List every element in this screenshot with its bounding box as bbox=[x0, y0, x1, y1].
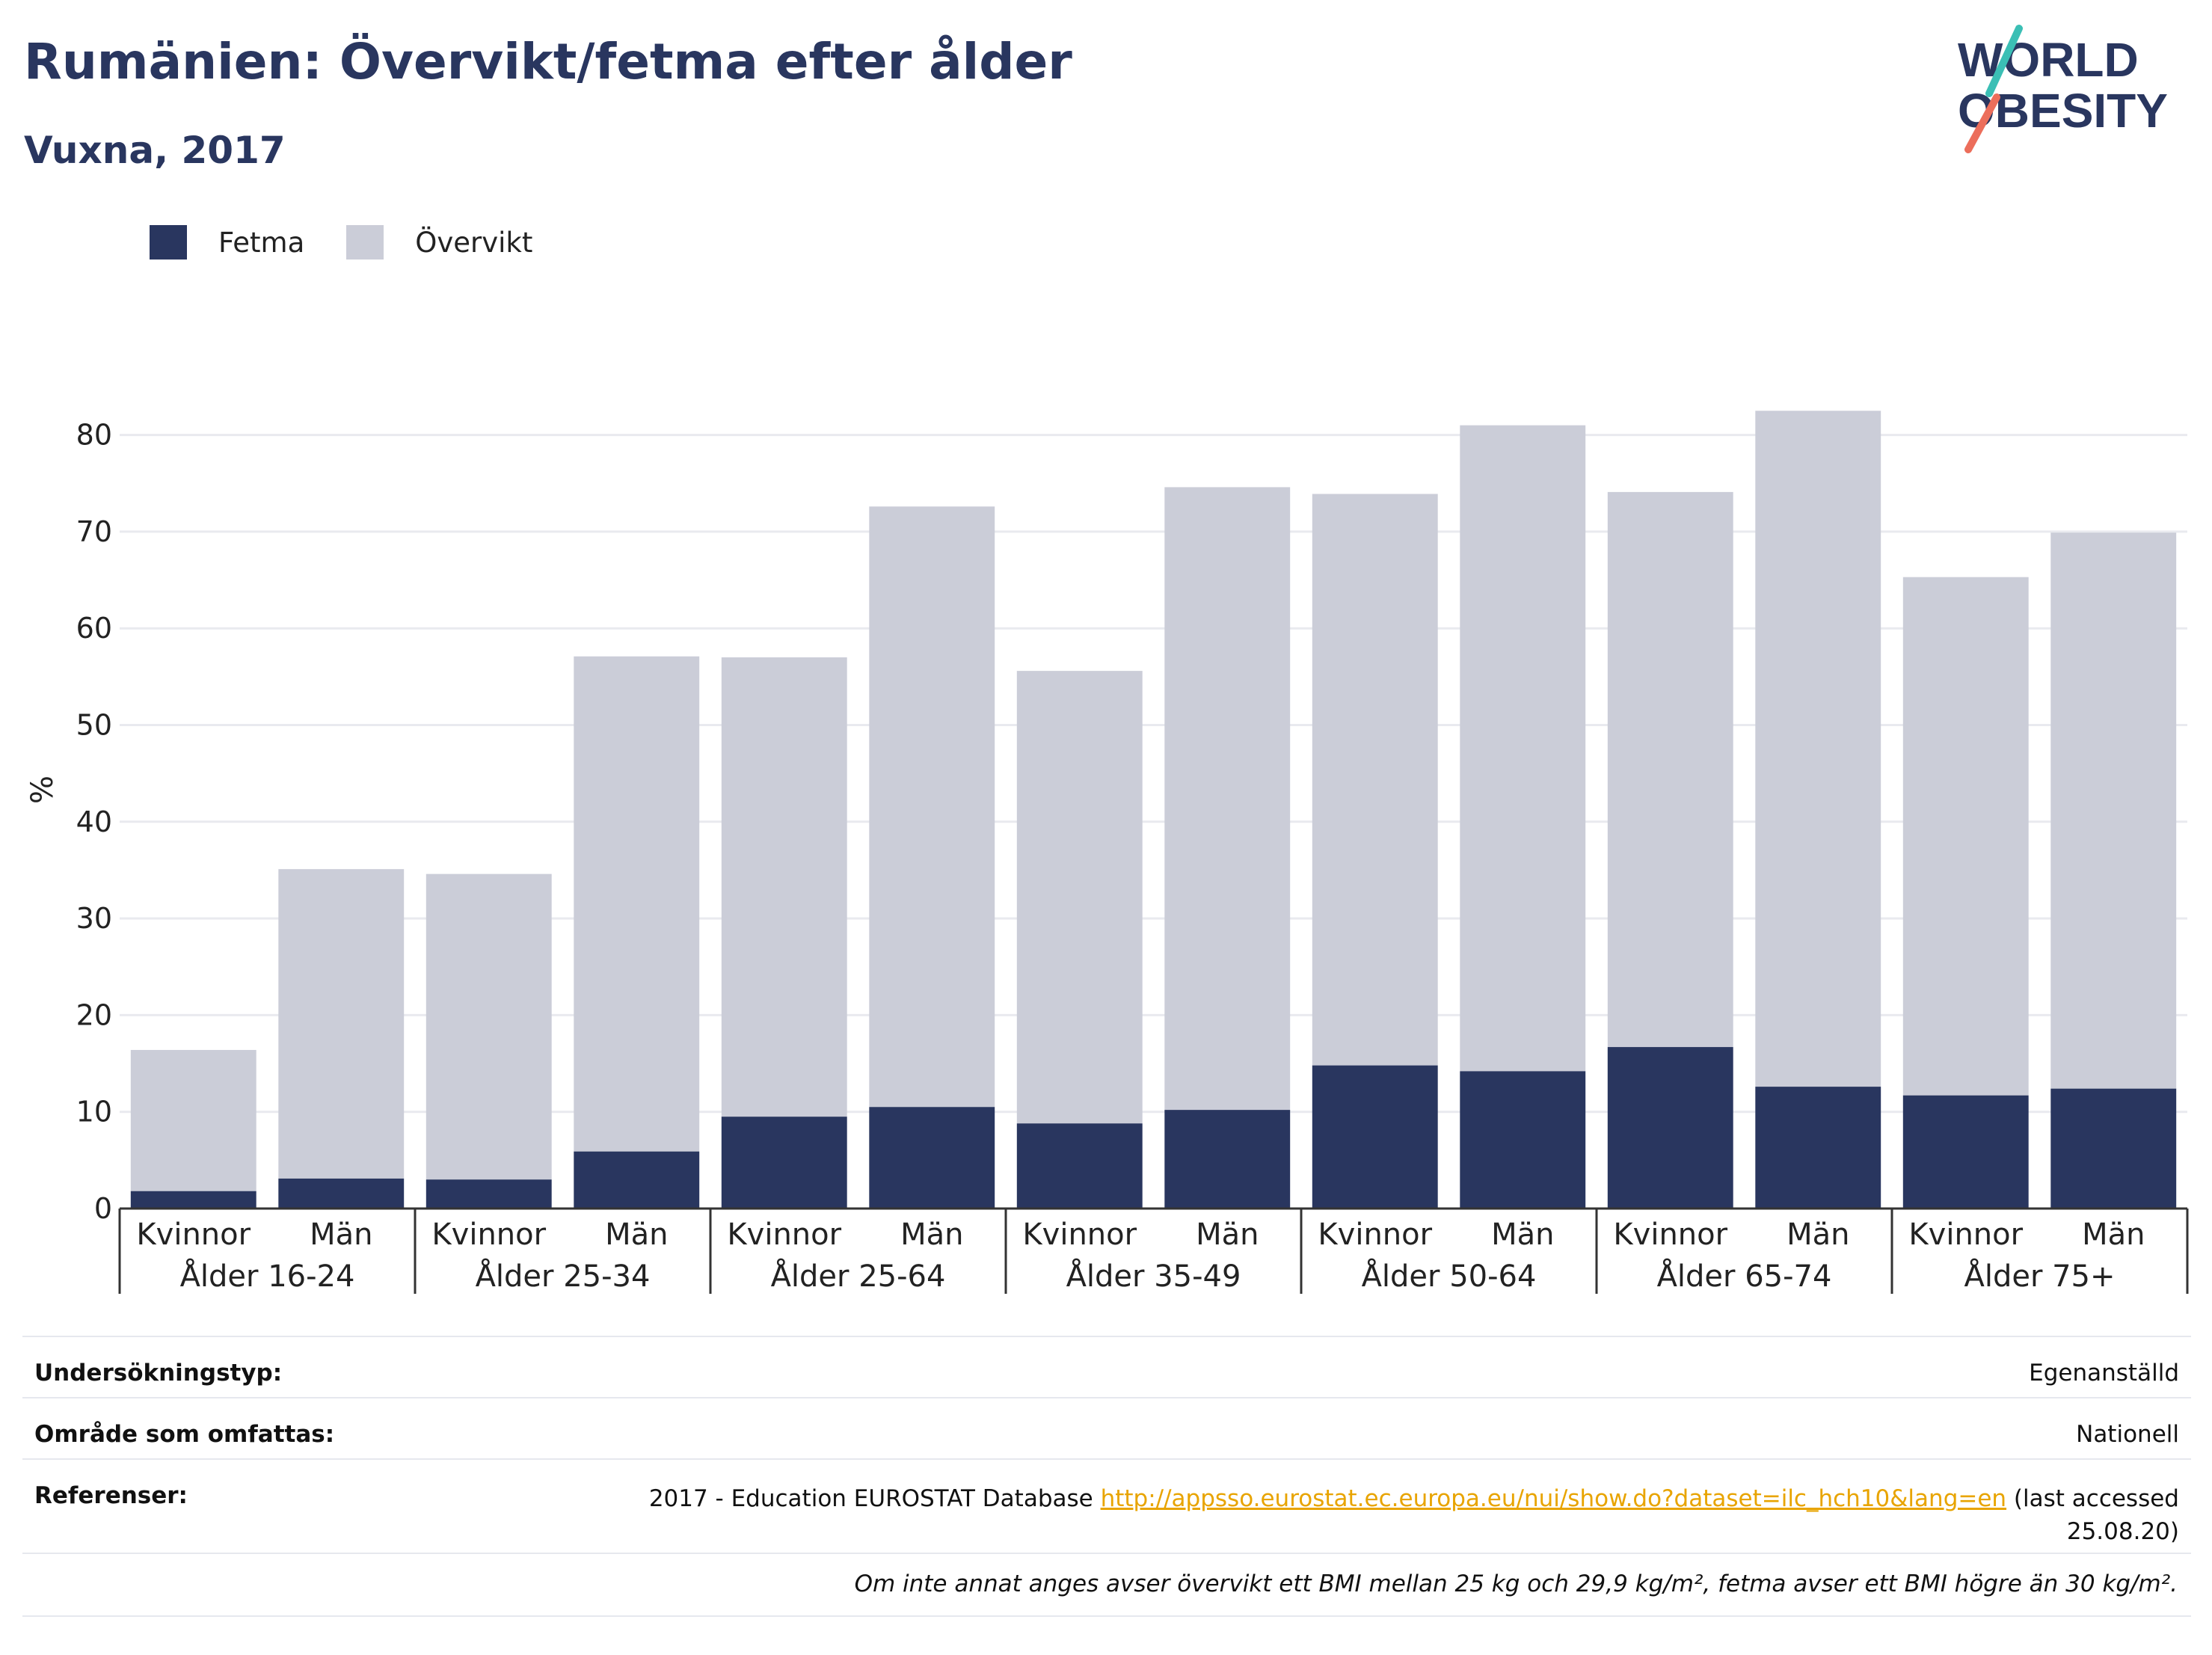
bar-fetma-7 bbox=[1164, 1110, 1291, 1209]
y-axis-label: % bbox=[25, 776, 60, 804]
logo-slash-teal bbox=[1985, 25, 2023, 97]
bar-fetma-0 bbox=[130, 1191, 256, 1209]
legend-item-overvikt: Övervikt bbox=[346, 225, 532, 260]
bar-fetma-11 bbox=[1755, 1087, 1881, 1209]
x-tick-label-8: Kvinnor bbox=[1318, 1218, 1432, 1252]
bar-overvikt-4 bbox=[721, 657, 847, 1117]
bar-overvikt-0 bbox=[130, 1049, 256, 1191]
bar-overvikt-8 bbox=[1312, 494, 1438, 1066]
group-label-0: Ålder 16-24 bbox=[180, 1258, 355, 1294]
x-tick-label-2: Kvinnor bbox=[431, 1218, 546, 1252]
legend-swatch-fetma bbox=[150, 225, 187, 260]
y-tick-label-30: 30 bbox=[76, 902, 112, 935]
bar-overvikt-11 bbox=[1755, 411, 1881, 1087]
group-label-1: Ålder 25-34 bbox=[476, 1258, 651, 1294]
chart-legend: Fetma Övervikt bbox=[150, 221, 574, 263]
references-date: 25.08.20) bbox=[2066, 1518, 2179, 1545]
info-row-area: Område som omfattas: Nationell bbox=[22, 1397, 2191, 1460]
group-label-3: Ålder 35-49 bbox=[1066, 1258, 1241, 1294]
bar-overvikt-5 bbox=[869, 506, 995, 1108]
x-tick-label-4: Kvinnor bbox=[727, 1218, 841, 1252]
legend-swatch-overvikt bbox=[346, 225, 384, 260]
x-tick-label-13: Män bbox=[2082, 1218, 2145, 1252]
legend-label-overvikt: Övervikt bbox=[415, 226, 533, 259]
bar-fetma-5 bbox=[869, 1107, 995, 1209]
references-suffix: (last accessed bbox=[2006, 1485, 2179, 1512]
group-label-4: Ålder 50-64 bbox=[1362, 1258, 1537, 1294]
bar-overvikt-13 bbox=[2050, 532, 2177, 1089]
info-row-survey: Undersökningstyp: Egenanställd bbox=[22, 1336, 2191, 1398]
y-tick-label-80: 80 bbox=[76, 419, 112, 452]
area-label: Område som omfattas: bbox=[34, 1421, 335, 1448]
x-tick-label-1: Män bbox=[310, 1218, 372, 1252]
logo-text-world: WORLD bbox=[1958, 33, 2139, 87]
bar-overvikt-9 bbox=[1460, 425, 1586, 1072]
info-divider bbox=[22, 1553, 2191, 1554]
world-obesity-logo: WORLD OBESITY bbox=[1958, 25, 2168, 153]
page-subtitle: Vuxna, 2017 bbox=[24, 129, 286, 172]
info-row-references: Referenser: 2017 - Education EUROSTAT Da… bbox=[22, 1458, 2191, 1554]
y-tick-label-20: 20 bbox=[76, 998, 112, 1031]
bmi-footnote: Om inte annat anges avser övervikt ett B… bbox=[854, 1570, 2178, 1597]
bar-fetma-12 bbox=[1902, 1095, 2029, 1209]
bar-fetma-2 bbox=[425, 1179, 552, 1209]
bar-chart: 0 10 20 30 40 50 60 70 80% Kvinnor Män Kvinnor Män Kv… bbox=[25, 411, 2189, 1294]
x-tick-label-3: Män bbox=[605, 1218, 668, 1252]
y-tick-label-10: 10 bbox=[76, 1096, 112, 1129]
references-prefix: 2017 - Education EUROSTAT Database bbox=[648, 1485, 1101, 1512]
bar-fetma-8 bbox=[1312, 1065, 1438, 1209]
x-tick-label-7: Män bbox=[1196, 1218, 1259, 1252]
bar-overvikt-3 bbox=[574, 656, 700, 1152]
y-tick-label-70: 70 bbox=[76, 515, 112, 548]
group-label-5: Ålder 65-74 bbox=[1657, 1258, 1832, 1294]
bottom-divider bbox=[22, 1615, 2191, 1617]
y-tick-label-50: 50 bbox=[76, 709, 112, 742]
survey-type-label: Undersökningstyp: bbox=[34, 1360, 283, 1387]
x-tick-label-12: Kvinnor bbox=[1908, 1218, 2023, 1252]
x-tick-label-11: Män bbox=[1787, 1218, 1849, 1252]
group-label-2: Ålder 25-64 bbox=[771, 1258, 946, 1294]
y-tick-label-0: 0 bbox=[94, 1192, 112, 1225]
x-tick-label-10: Kvinnor bbox=[1613, 1218, 1727, 1252]
references-link[interactable]: http://appsso.eurostat.ec.europa.eu/nui/… bbox=[1100, 1485, 2007, 1512]
bar-overvikt-12 bbox=[1902, 577, 2029, 1096]
y-tick-label-60: 60 bbox=[76, 612, 112, 645]
x-tick-label-0: Kvinnor bbox=[136, 1218, 251, 1252]
x-tick-label-6: Kvinnor bbox=[1022, 1218, 1137, 1252]
x-tick-label-5: Män bbox=[900, 1218, 963, 1252]
bar-fetma-9 bbox=[1460, 1071, 1586, 1209]
bar-fetma-10 bbox=[1607, 1047, 1733, 1209]
bar-fetma-3 bbox=[574, 1151, 700, 1209]
bar-overvikt-10 bbox=[1607, 491, 1733, 1048]
x-tick-label-9: Män bbox=[1491, 1218, 1554, 1252]
page-title: Rumänien: Övervikt/fetma efter ålder bbox=[24, 33, 1072, 90]
survey-type-value: Egenanställd bbox=[2029, 1360, 2179, 1387]
bar-fetma-1 bbox=[278, 1178, 405, 1209]
bar-overvikt-2 bbox=[425, 873, 552, 1180]
legend-label-fetma: Fetma bbox=[218, 226, 305, 259]
y-tick-label-40: 40 bbox=[76, 805, 112, 838]
group-label-6: Ålder 75+ bbox=[1964, 1258, 2115, 1294]
bar-overvikt-1 bbox=[278, 869, 405, 1179]
bar-overvikt-7 bbox=[1164, 487, 1291, 1111]
bar-overvikt-6 bbox=[1016, 671, 1143, 1124]
logo-slash-coral bbox=[1964, 93, 2000, 153]
legend-item-fetma: Fetma bbox=[150, 225, 304, 260]
references-label: Referenser: bbox=[34, 1482, 188, 1509]
area-value: Nationell bbox=[2076, 1421, 2179, 1448]
bar-fetma-13 bbox=[2050, 1088, 2177, 1209]
bar-fetma-4 bbox=[721, 1117, 847, 1209]
bar-fetma-6 bbox=[1016, 1123, 1143, 1209]
references-value: 2017 - Education EUROSTAT Database http:… bbox=[649, 1482, 2179, 1548]
